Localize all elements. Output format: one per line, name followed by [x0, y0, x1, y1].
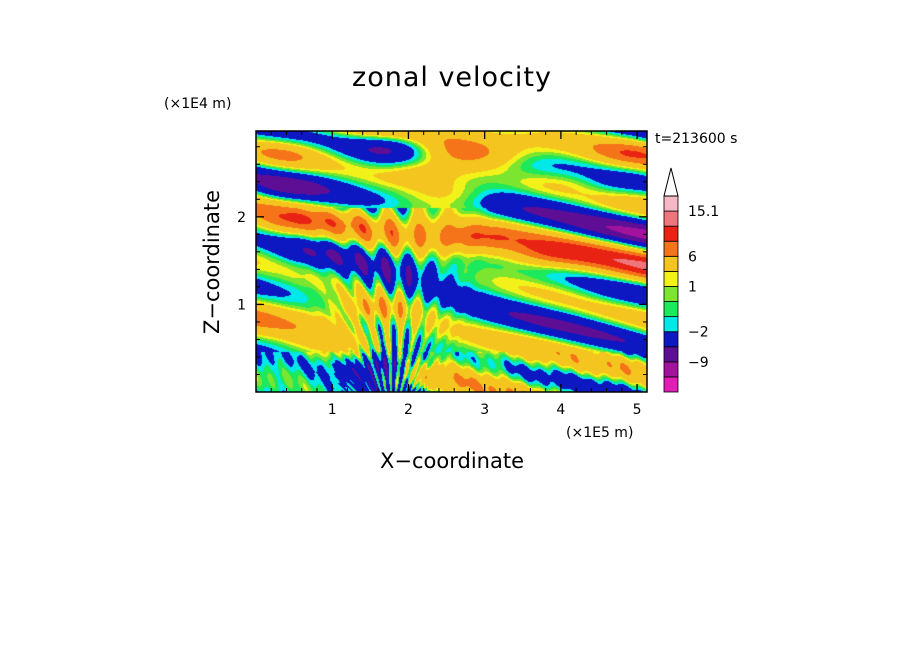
velocity-field	[256, 131, 647, 392]
colorbar-label: 6	[688, 249, 697, 265]
time-label: t=213600 s	[655, 131, 737, 147]
colorbar-band	[663, 331, 679, 348]
chart-title: zonal velocity	[352, 62, 552, 93]
colorbar-band	[663, 346, 679, 363]
x-unit-label: (×1E5 m)	[566, 425, 633, 441]
colorbar: 15.1 6 1 −2 −9	[663, 167, 719, 393]
x-axis-title: X−coordinate	[380, 449, 524, 473]
colorbar-band	[663, 210, 679, 227]
colorbar-band	[663, 225, 679, 242]
colorbar-label: −2	[688, 325, 709, 341]
x-tick-label: 5	[633, 402, 642, 418]
colorbar-band	[663, 376, 679, 393]
colorbar-label: −9	[688, 355, 709, 371]
colorbar-band	[663, 361, 679, 378]
x-tick-label: 3	[480, 402, 489, 418]
y-axis-title: Z−coordinate	[200, 190, 224, 334]
colorbar-band	[663, 316, 679, 333]
y-unit-label: (×1E4 m)	[164, 96, 231, 112]
plot-area	[255, 130, 648, 393]
colorbar-band	[663, 301, 679, 318]
colorbar-label: 1	[688, 279, 697, 295]
y-tick-label: 1	[237, 297, 246, 313]
y-axis: 12	[237, 146, 647, 375]
colorbar-band	[663, 195, 679, 212]
x-tick-label: 4	[556, 402, 565, 418]
colorbar-band	[663, 240, 679, 257]
x-tick-label: 1	[328, 402, 337, 418]
colorbar-label: 15.1	[688, 204, 719, 220]
y-tick-label: 2	[237, 210, 246, 226]
colorbar-band	[663, 270, 679, 287]
x-tick-label: 2	[404, 402, 413, 418]
colorbar-band	[663, 286, 679, 302]
colorbar-extend-arrow	[663, 167, 679, 197]
plot-frame	[255, 130, 648, 393]
colorbar-band	[663, 255, 679, 272]
x-axis: 1 2 3 4 5	[270, 131, 642, 418]
